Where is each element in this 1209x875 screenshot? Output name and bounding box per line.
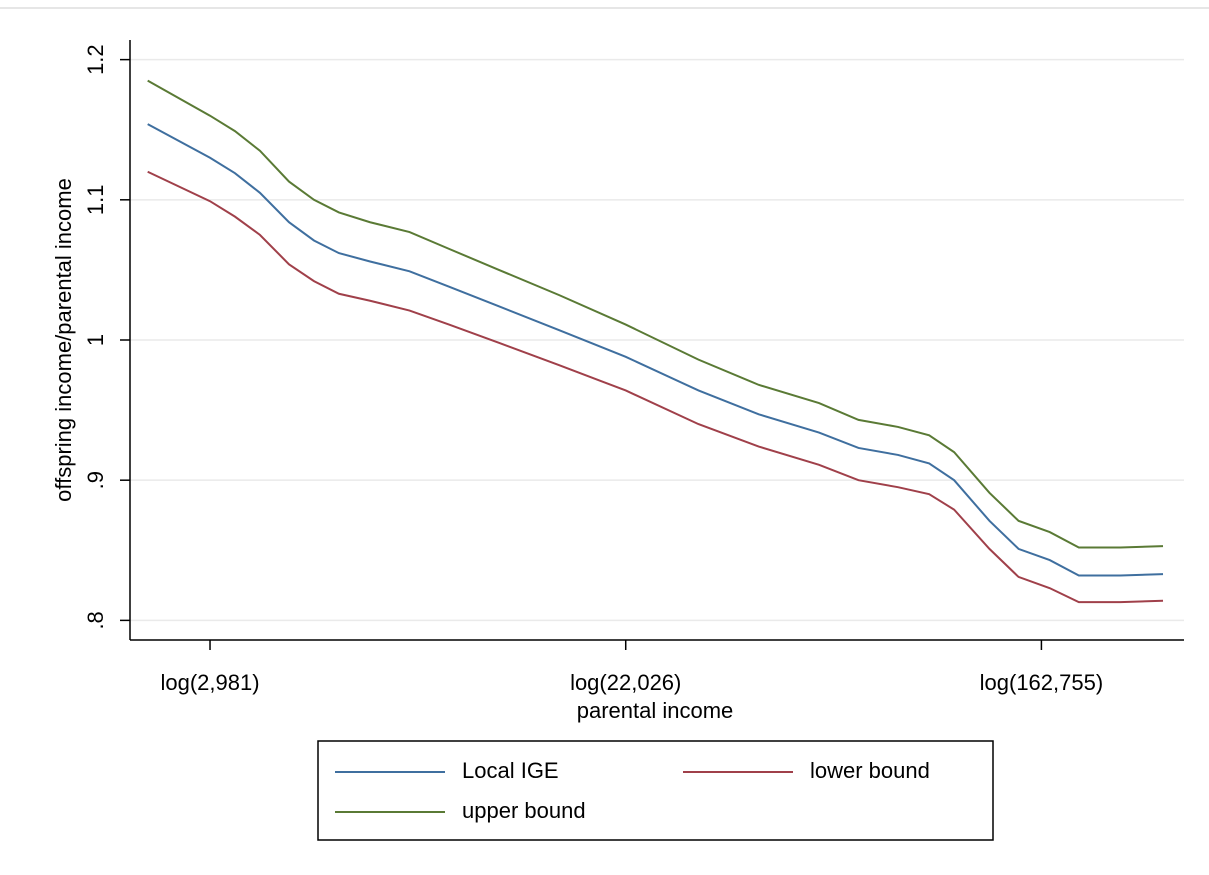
y-tick-label: .9 [83,471,108,489]
y-tick-label: 1.1 [83,185,108,216]
y-tick-label: .8 [83,611,108,629]
legend-label: Local IGE [462,758,559,783]
series-line [147,123,1164,577]
legend-label: lower bound [810,758,930,783]
series-line [147,170,1164,604]
x-tick-label: log(22,026) [570,670,681,695]
legend-box [317,740,994,841]
legend-label: upper bound [462,798,586,823]
y-axis-title: offspring income/parental income [51,178,76,502]
x-axis-title: parental income [577,698,734,723]
x-tick-label: log(2,981) [160,670,259,695]
y-tick-label: 1 [83,334,108,346]
series-line [147,79,1164,549]
x-tick-label: log(162,755) [980,670,1104,695]
y-tick-label: 1.2 [83,44,108,75]
